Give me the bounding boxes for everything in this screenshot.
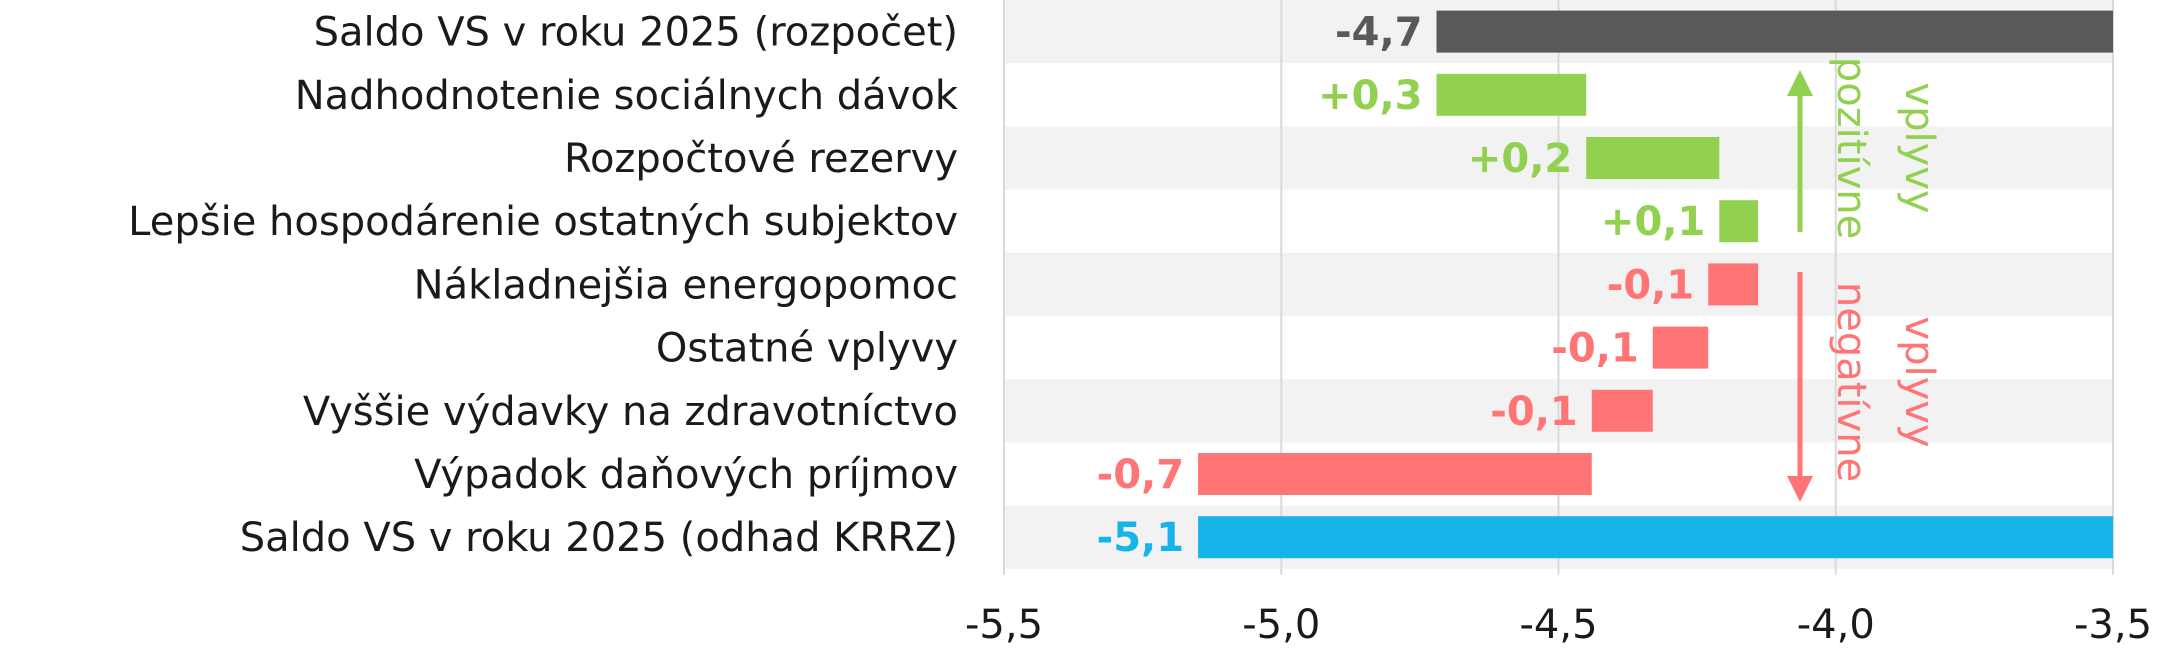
category-label: Lepšie hospodárenie ostatných subjektov: [128, 199, 958, 245]
category-label: Nadhodnotenie sociálnych dávok: [295, 73, 959, 119]
negative-annotation-line2: vplyvy: [1896, 316, 1942, 447]
bar: [1591, 389, 1653, 432]
bar: [1436, 10, 2113, 53]
annotations: pozitívne vplyvy negatívne vplyvy: [1787, 57, 1942, 502]
value-label: -0,7: [1097, 452, 1184, 498]
category-label: Saldo VS v roku 2025 (odhad KRRZ): [240, 515, 958, 561]
value-label: -4,7: [1335, 10, 1422, 56]
x-tick-label: -4,5: [1519, 602, 1597, 648]
category-label: Saldo VS v roku 2025 (rozpočet): [314, 10, 958, 56]
value-label: -5,1: [1097, 515, 1184, 561]
value-label: -0,1: [1490, 389, 1577, 435]
bar: [1436, 73, 1587, 116]
category-labels: Saldo VS v roku 2025 (rozpočet) Nadhodnot…: [128, 10, 959, 562]
value-label: +0,1: [1601, 199, 1705, 245]
category-label: Ostatné vplyvy: [656, 326, 958, 372]
bar: [1586, 137, 1720, 179]
bar: [1198, 516, 2113, 559]
category-label: Výpadok daňových príjmov: [414, 452, 958, 498]
value-labels: -4,7 +0,3 +0,2 +0,1 -0,1 -0,1 -0,1 -0,7 -5,1: [1097, 10, 1706, 562]
value-label: -0,1: [1607, 262, 1694, 308]
bars: [1198, 10, 2113, 559]
x-tick-label: -5,5: [965, 602, 1043, 648]
category-label: Rozpočtové rezervy: [564, 136, 958, 182]
bar: [1198, 453, 1592, 495]
value-label: +0,3: [1318, 73, 1422, 119]
x-tick-label: -3,5: [2074, 602, 2152, 648]
bar: [1652, 326, 1709, 369]
category-label: Nákladnejšia energopomoc: [414, 262, 958, 308]
value-label: +0,2: [1468, 136, 1572, 182]
positive-annotation-line2: vplyvy: [1896, 82, 1942, 213]
negative-annotation-line1: negatívne: [1828, 282, 1874, 482]
positive-arrow-head: [1787, 70, 1813, 96]
value-label: -0,1: [1551, 326, 1638, 372]
bar: [1719, 200, 1759, 243]
x-tick-label: -4,0: [1797, 602, 1875, 648]
positive-annotation-line1: pozitívne: [1828, 57, 1874, 239]
x-axis-ticks: -5,5 -5,0 -4,5 -4,0 -3,5: [965, 602, 2152, 648]
bar: [1708, 263, 1759, 306]
negative-arrow-head: [1787, 476, 1813, 502]
x-tick-label: -5,0: [1242, 602, 1320, 648]
category-label: Vyššie výdavky na zdravotníctvo: [303, 389, 958, 435]
